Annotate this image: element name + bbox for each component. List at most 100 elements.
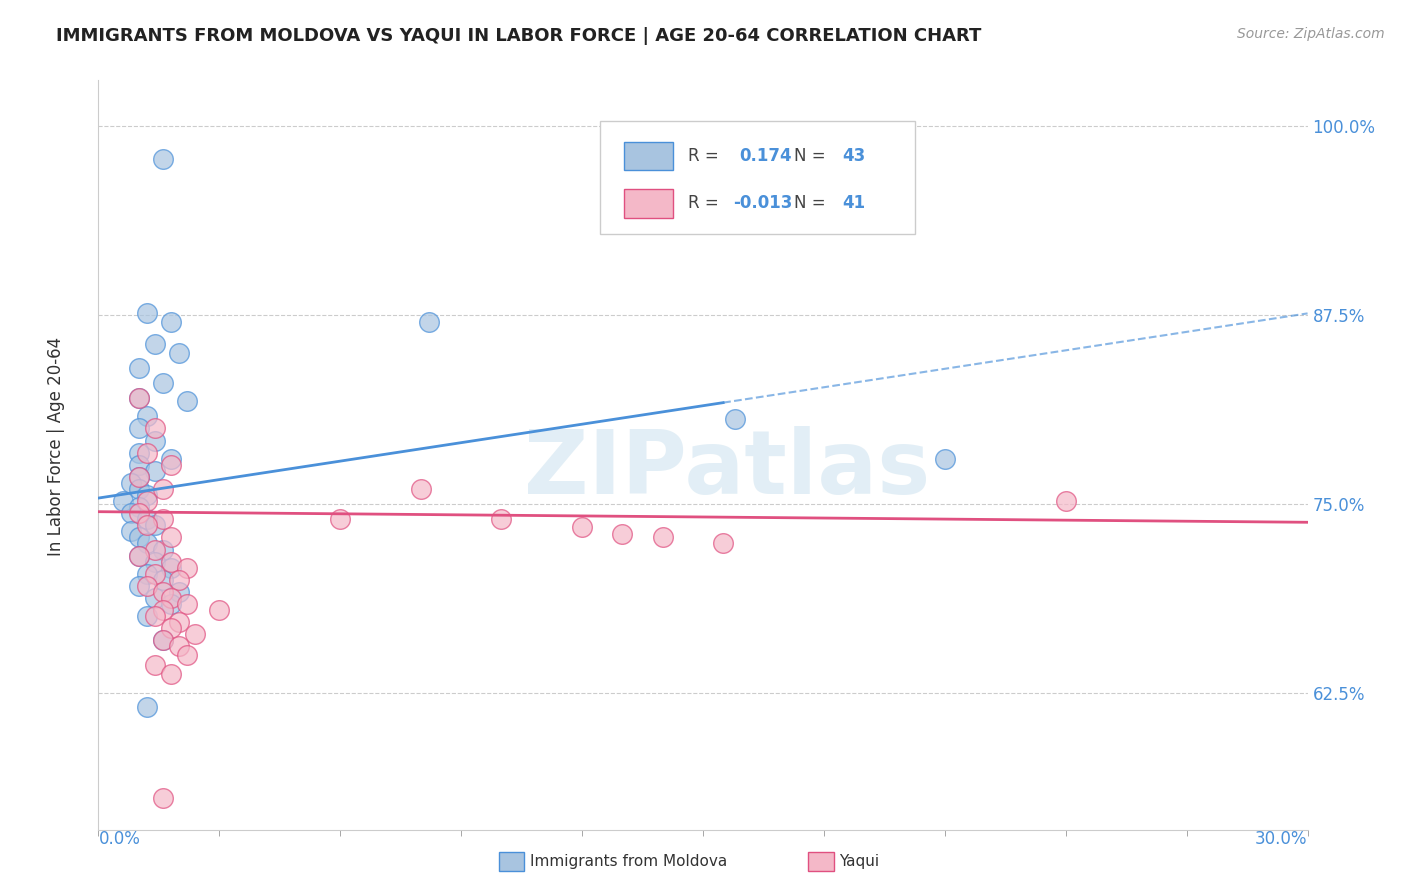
Text: N =: N =: [793, 147, 831, 165]
Text: 43: 43: [842, 147, 865, 165]
Point: [120, 475, 142, 490]
Point: [128, 549, 150, 563]
Point: [152, 376, 174, 390]
Point: [329, 512, 352, 526]
Point: [176, 597, 198, 611]
Point: [128, 549, 150, 563]
Point: [128, 506, 150, 520]
Point: [152, 482, 174, 496]
Point: [160, 530, 183, 544]
Text: 41: 41: [842, 194, 865, 212]
Point: [160, 591, 183, 605]
Point: [167, 573, 190, 587]
Text: Yaqui: Yaqui: [839, 855, 880, 869]
Point: [934, 451, 956, 466]
Point: [143, 421, 166, 435]
Point: [128, 391, 150, 405]
Point: [160, 621, 183, 635]
Point: [152, 585, 174, 599]
Point: [409, 482, 432, 496]
Point: [167, 345, 190, 359]
Text: R =: R =: [689, 147, 724, 165]
Point: [160, 316, 183, 330]
Point: [128, 360, 150, 375]
Point: [143, 566, 166, 581]
Text: Source: ZipAtlas.com: Source: ZipAtlas.com: [1237, 27, 1385, 41]
Point: [128, 500, 150, 515]
Point: [160, 560, 183, 574]
Point: [176, 560, 198, 574]
Point: [167, 640, 190, 654]
Point: [160, 666, 183, 681]
Text: 0.0%: 0.0%: [98, 830, 141, 847]
Point: [135, 409, 157, 424]
Text: Immigrants from Moldova: Immigrants from Moldova: [530, 855, 727, 869]
Point: [135, 518, 157, 533]
Point: [724, 412, 747, 426]
Point: [128, 391, 150, 405]
Point: [176, 394, 198, 409]
Point: [143, 434, 166, 448]
Text: R =: R =: [689, 194, 724, 212]
Point: [176, 648, 198, 663]
Point: [143, 591, 166, 605]
Point: [160, 597, 183, 611]
Point: [135, 445, 157, 459]
Point: [160, 458, 183, 472]
Point: [128, 470, 150, 484]
Point: [111, 494, 134, 508]
Point: [571, 520, 593, 534]
Text: 30.0%: 30.0%: [1256, 830, 1308, 847]
Text: 0.174: 0.174: [740, 147, 792, 165]
FancyBboxPatch shape: [624, 142, 672, 170]
Point: [152, 542, 174, 557]
Point: [143, 609, 166, 624]
Text: -0.013: -0.013: [734, 194, 793, 212]
Point: [152, 633, 174, 648]
Point: [128, 445, 150, 459]
Point: [128, 470, 150, 484]
Point: [491, 512, 513, 526]
Point: [160, 451, 183, 466]
Point: [152, 512, 174, 526]
Point: [135, 488, 157, 502]
Point: [135, 536, 157, 550]
Point: [152, 790, 174, 805]
Point: [143, 657, 166, 672]
Point: [143, 542, 166, 557]
Point: [1054, 494, 1077, 508]
Point: [208, 603, 231, 617]
FancyBboxPatch shape: [624, 189, 672, 218]
Point: [160, 555, 183, 569]
Point: [612, 527, 634, 541]
Point: [128, 530, 150, 544]
Point: [184, 627, 207, 641]
Point: [418, 316, 440, 330]
Point: [167, 615, 190, 630]
Point: [651, 530, 673, 544]
Point: [167, 585, 190, 599]
Text: In Labor Force | Age 20-64: In Labor Force | Age 20-64: [48, 336, 65, 556]
Point: [152, 152, 174, 166]
Point: [128, 421, 150, 435]
Point: [143, 464, 166, 478]
Point: [152, 603, 174, 617]
Point: [152, 573, 174, 587]
Point: [128, 579, 150, 593]
Point: [135, 579, 157, 593]
FancyBboxPatch shape: [600, 121, 915, 234]
Point: [152, 633, 174, 648]
Point: [128, 458, 150, 472]
Text: N =: N =: [793, 194, 831, 212]
Point: [135, 512, 157, 526]
Text: ZIPatlas: ZIPatlas: [524, 426, 931, 514]
Point: [143, 555, 166, 569]
Point: [120, 506, 142, 520]
Point: [143, 336, 166, 351]
Point: [128, 482, 150, 496]
Point: [135, 700, 157, 714]
Point: [135, 306, 157, 320]
Point: [120, 524, 142, 539]
Point: [135, 609, 157, 624]
Text: IMMIGRANTS FROM MOLDOVA VS YAQUI IN LABOR FORCE | AGE 20-64 CORRELATION CHART: IMMIGRANTS FROM MOLDOVA VS YAQUI IN LABO…: [56, 27, 981, 45]
